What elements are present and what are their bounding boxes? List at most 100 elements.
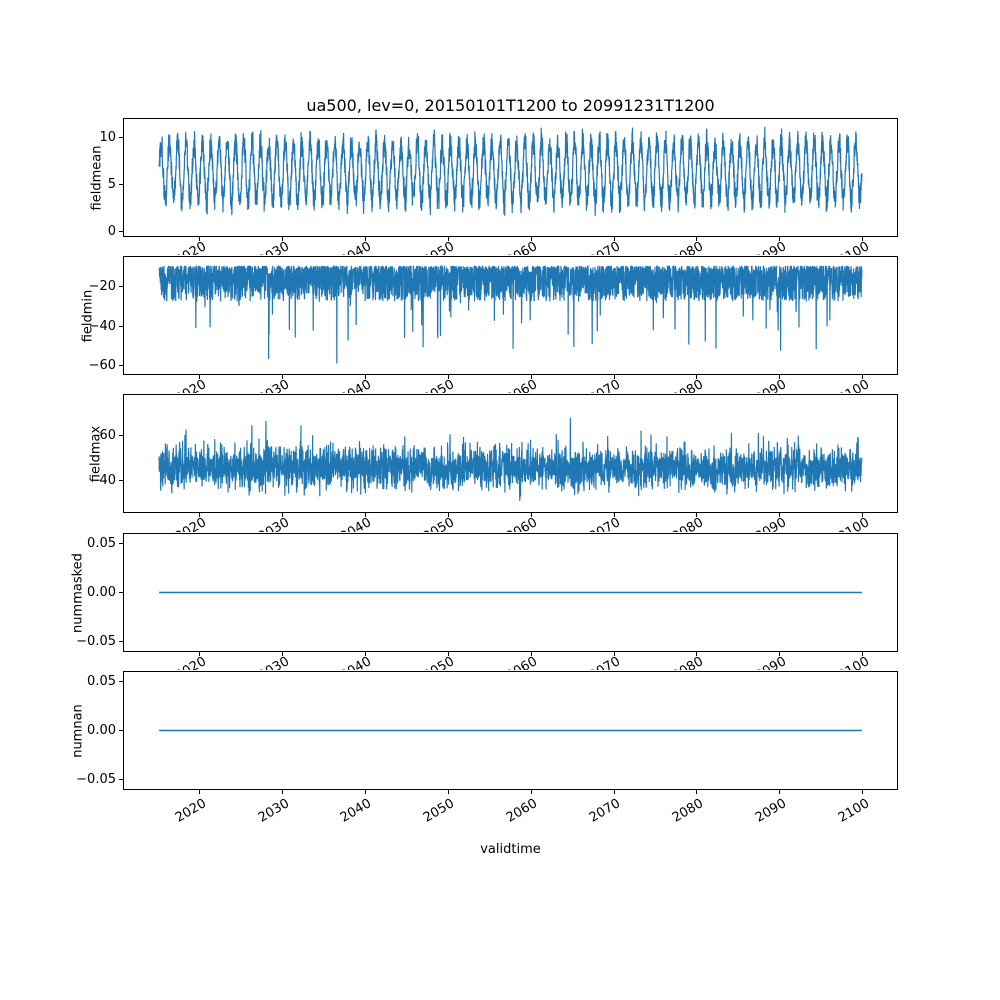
- y-tick-label: 0.05: [87, 673, 116, 689]
- x-tick-mark: [199, 790, 201, 794]
- x-tick-label: 2040: [338, 515, 375, 532]
- x-tick-label: 2100: [835, 796, 872, 826]
- x-tick-labels-row: 2020 2030 2040 2050 2060 2070 2080 2090 2100: [0, 377, 1000, 393]
- y-tick-label: −60: [88, 358, 116, 374]
- y-tick-mark: [119, 480, 123, 482]
- x-tick-mark: [364, 652, 366, 656]
- x-tick-mark: [199, 513, 201, 517]
- x-tick-mark: [199, 237, 201, 241]
- fieldmax-series-line: [158, 417, 863, 502]
- x-tick-mark: [862, 513, 864, 517]
- x-tick-label: 2080: [669, 654, 706, 670]
- x-tick-mark: [696, 375, 698, 379]
- x-tick-label: 2020: [172, 377, 209, 393]
- x-tick-mark: [696, 237, 698, 241]
- x-tick-mark: [613, 375, 615, 379]
- x-tick-label: 2070: [586, 377, 624, 393]
- x-tick-label: 2030: [255, 515, 292, 532]
- x-tick-mark: [613, 237, 615, 241]
- x-tick-label: 2040: [338, 377, 375, 393]
- x-tick-mark: [282, 237, 284, 241]
- x-tick-mark: [447, 513, 449, 517]
- y-tick-mark: [119, 231, 123, 233]
- x-tick-labels-row: 2020 2030 2040 2050 2060 2070 2080 2090 2100: [0, 515, 1000, 532]
- x-tick-label: 2100: [835, 515, 872, 532]
- y-tick-mark: [119, 365, 123, 367]
- x-tick-label: 2090: [752, 377, 789, 393]
- y-tick-mark: [119, 137, 123, 139]
- x-tick-label: 2100: [835, 654, 872, 670]
- x-tick-mark: [696, 513, 698, 517]
- x-tick-mark: [447, 375, 449, 379]
- x-tick-mark: [447, 652, 449, 656]
- x-tick-mark: [447, 237, 449, 241]
- y-tick-mark: [119, 592, 123, 593]
- x-tick-label: 2090: [752, 796, 789, 826]
- x-tick-label: 2070: [586, 515, 624, 532]
- x-tick-mark: [282, 375, 284, 379]
- x-tick-mark: [862, 652, 864, 656]
- y-tick-label: 60: [99, 427, 116, 443]
- y-tick-mark: [119, 434, 123, 436]
- x-tick-label: 2060: [504, 515, 541, 532]
- x-tick-label: 2030: [255, 239, 292, 255]
- x-tick-mark: [530, 790, 532, 794]
- x-tick-label: 2050: [421, 239, 458, 255]
- y-tick-label: −40: [88, 318, 116, 334]
- x-tick-label: 2030: [255, 377, 292, 393]
- x-tick-label: 2020: [172, 654, 209, 670]
- y-tick-mark: [119, 286, 123, 288]
- x-tick-mark: [613, 652, 615, 656]
- y-tick-label: −0.05: [76, 772, 116, 788]
- y-tick-label: 0.05: [87, 535, 116, 551]
- axes-fieldmax: [123, 394, 898, 513]
- x-tick-label: 2060: [504, 796, 541, 826]
- x-tick-mark: [779, 375, 781, 379]
- fieldmax-plot-area: [158, 417, 863, 502]
- x-tick-mark: [862, 237, 864, 241]
- x-tick-label: 2050: [421, 654, 458, 670]
- y-tick-label: 40: [99, 473, 116, 489]
- x-tick-label: 2090: [752, 654, 789, 670]
- x-tick-label: 2100: [835, 377, 872, 393]
- x-tick-label: 2080: [669, 515, 706, 532]
- fieldmin-series-line: [158, 265, 863, 364]
- y-tick-mark: [119, 730, 123, 731]
- x-tick-label: 2020: [172, 515, 209, 532]
- x-tick-label: 2040: [338, 796, 375, 826]
- x-tick-mark: [282, 513, 284, 517]
- x-tick-label: 2060: [504, 377, 541, 393]
- x-tick-label: 2030: [255, 654, 292, 670]
- x-tick-mark: [862, 375, 864, 379]
- x-tick-labels-row: 2020 2030 2040 2050 2060 2070 2080 2090 2100: [0, 795, 1000, 845]
- y-tick-mark: [119, 641, 123, 643]
- x-tick-mark: [696, 790, 698, 794]
- x-tick-mark: [364, 790, 366, 794]
- x-tick-mark: [364, 513, 366, 517]
- x-tick-mark: [199, 375, 201, 379]
- x-tick-label: 2090: [752, 515, 789, 532]
- x-tick-label: 2080: [669, 239, 706, 255]
- figure-title: ua500, lev=0, 20150101T1200 to 20991231T…: [306, 96, 715, 115]
- x-tick-mark: [530, 375, 532, 379]
- x-tick-mark: [530, 237, 532, 241]
- y-tick-label: 10: [99, 130, 116, 146]
- x-tick-mark: [862, 790, 864, 794]
- y-tick-mark: [119, 680, 123, 682]
- axes-nummasked: [123, 533, 898, 652]
- x-tick-label: 2040: [338, 239, 375, 255]
- x-tick-label: 2030: [255, 796, 292, 826]
- x-tick-mark: [364, 375, 366, 379]
- x-tick-mark: [779, 790, 781, 794]
- x-tick-label: 2050: [421, 515, 458, 532]
- x-tick-label: 2040: [338, 654, 375, 670]
- x-tick-mark: [530, 652, 532, 656]
- x-tick-mark: [696, 652, 698, 656]
- x-tick-mark: [779, 513, 781, 517]
- x-tick-label: 2080: [669, 377, 706, 393]
- y-tick-mark: [119, 542, 123, 544]
- x-tick-label: 2080: [669, 796, 706, 826]
- y-tick-label: −0.05: [76, 634, 116, 650]
- fieldmax-ylabel: fieldmax: [88, 425, 103, 482]
- nummasked-plot-area: [159, 591, 862, 594]
